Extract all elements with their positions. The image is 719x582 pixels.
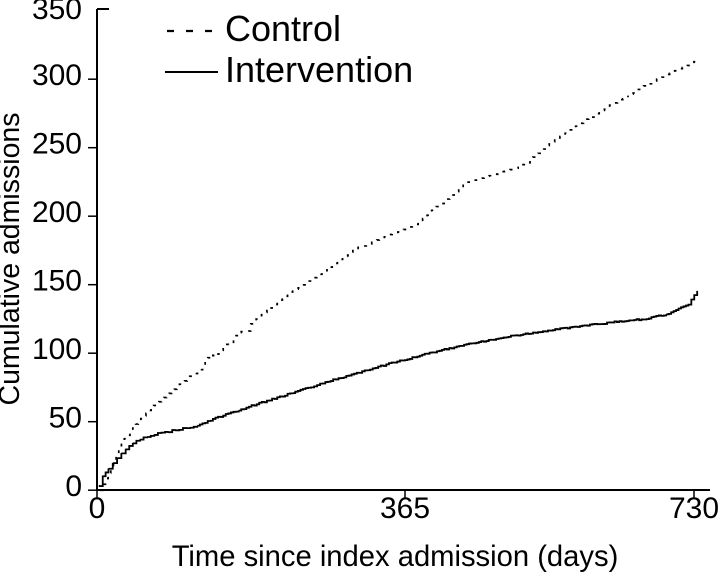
svg-text:100: 100	[32, 333, 82, 366]
svg-text:200: 200	[32, 196, 82, 229]
svg-text:250: 250	[32, 128, 82, 161]
svg-text:50: 50	[49, 402, 82, 435]
svg-text:Intervention: Intervention	[225, 49, 413, 90]
svg-text:Control: Control	[225, 8, 341, 49]
svg-text:Time since index admission (da: Time since index admission (days)	[172, 541, 619, 573]
svg-text:350: 350	[32, 0, 82, 26]
svg-text:0: 0	[65, 470, 82, 503]
svg-text:150: 150	[32, 265, 82, 298]
svg-text:Cumulative admissions: Cumulative admissions	[0, 112, 26, 405]
svg-text:365: 365	[380, 492, 430, 525]
svg-text:730: 730	[669, 492, 719, 525]
svg-text:0: 0	[89, 492, 106, 525]
svg-text:300: 300	[32, 59, 82, 92]
